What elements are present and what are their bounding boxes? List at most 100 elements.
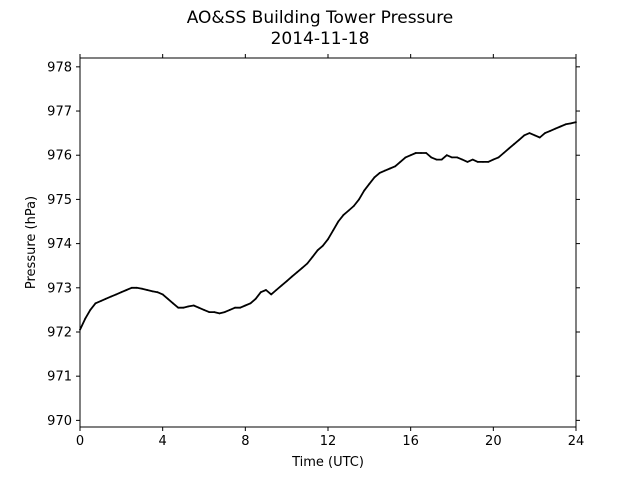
- data-point: [223, 311, 226, 313]
- data-point: [544, 132, 546, 135]
- data-point: [218, 312, 221, 315]
- data-point: [414, 152, 417, 154]
- data-point: [435, 158, 438, 161]
- data-point: [492, 158, 495, 161]
- data-point: [461, 158, 464, 161]
- y-tick-label: 971: [47, 370, 72, 385]
- data-point: [476, 161, 479, 163]
- data-point: [497, 156, 500, 159]
- data-point: [569, 122, 572, 125]
- data-point: [94, 302, 97, 305]
- data-point: [554, 127, 557, 130]
- data-point: [234, 306, 236, 309]
- data-point: [342, 214, 345, 216]
- x-tick-label: 4: [159, 434, 167, 449]
- x-tick-label: 16: [402, 434, 419, 449]
- y-tick-label: 972: [47, 325, 72, 340]
- data-point: [564, 123, 567, 126]
- data-point: [451, 156, 453, 159]
- data-point: [115, 293, 118, 296]
- data-point: [316, 249, 319, 252]
- data-point: [254, 297, 257, 300]
- data-point: [120, 291, 123, 294]
- data-point: [146, 289, 149, 291]
- chart-title: AO&SS Building Tower Pressure: [186, 8, 454, 28]
- pressure-line: [79, 121, 577, 331]
- data-point: [559, 125, 562, 128]
- data-point: [84, 317, 87, 320]
- data-point: [549, 130, 552, 132]
- data-point: [197, 306, 200, 309]
- x-tick-label: 8: [241, 434, 249, 449]
- x-tick-label: 24: [568, 434, 585, 449]
- data-point: [327, 238, 329, 241]
- data-point: [182, 306, 185, 309]
- data-point: [332, 229, 335, 232]
- data-point: [296, 271, 298, 274]
- data-point: [456, 156, 459, 159]
- data-point: [192, 304, 195, 307]
- data-point: [239, 306, 242, 309]
- data-point: [575, 121, 577, 123]
- data-point: [161, 293, 164, 296]
- data-point: [337, 220, 340, 223]
- y-tick-label: 975: [47, 193, 72, 208]
- data-point: [306, 262, 309, 265]
- data-point: [399, 161, 402, 163]
- data-point: [347, 209, 350, 212]
- x-tick-label: 12: [320, 434, 337, 449]
- data-point: [321, 244, 324, 247]
- data-point: [383, 169, 386, 172]
- data-point: [513, 143, 515, 146]
- data-point: [394, 165, 397, 168]
- data-point: [213, 311, 216, 313]
- data-point: [156, 291, 159, 294]
- x-axis-label: Time (UTC): [291, 455, 364, 470]
- data-point: [487, 161, 490, 163]
- y-tick-label: 974: [47, 237, 72, 252]
- data-point: [533, 134, 536, 137]
- y-tick-label: 973: [47, 281, 72, 296]
- data-point: [177, 306, 180, 309]
- data-point: [523, 134, 526, 137]
- data-point: [270, 293, 273, 296]
- data-point: [290, 275, 293, 278]
- data-point: [352, 205, 355, 207]
- data-point: [301, 267, 304, 269]
- data-point: [518, 138, 521, 141]
- data-point: [228, 309, 231, 311]
- data-point: [99, 300, 102, 302]
- data-point: [166, 297, 169, 300]
- data-point: [135, 286, 138, 289]
- data-point: [389, 167, 391, 170]
- data-point: [368, 183, 371, 185]
- x-tick-label: 0: [76, 434, 84, 449]
- data-point: [110, 295, 112, 298]
- chart-subtitle: 2014-11-18: [270, 29, 370, 49]
- data-point: [89, 309, 92, 311]
- data-point: [430, 156, 433, 159]
- data-point: [249, 302, 252, 305]
- data-point: [528, 132, 531, 135]
- data-point: [203, 309, 205, 311]
- data-point: [151, 290, 154, 293]
- data-point: [259, 291, 262, 294]
- data-point: [482, 161, 484, 163]
- y-tick-label: 976: [47, 149, 72, 164]
- data-point: [445, 154, 448, 157]
- data-point: [420, 152, 422, 154]
- data-point: [125, 289, 128, 291]
- data-point: [141, 287, 143, 290]
- data-point: [409, 154, 412, 157]
- data-point: [466, 161, 469, 163]
- data-point: [187, 305, 190, 308]
- data-point: [172, 302, 174, 305]
- data-point: [208, 311, 211, 313]
- data-point: [507, 147, 510, 150]
- y-tick-label: 970: [47, 414, 72, 429]
- data-point: [244, 304, 247, 307]
- y-tick-label: 977: [47, 105, 72, 120]
- data-point: [265, 289, 267, 291]
- data-point: [378, 172, 381, 174]
- data-point: [471, 158, 474, 161]
